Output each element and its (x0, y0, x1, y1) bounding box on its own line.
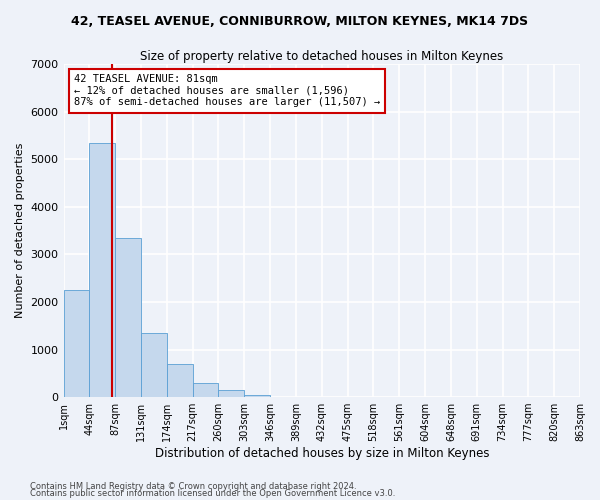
Y-axis label: Number of detached properties: Number of detached properties (15, 143, 25, 318)
Text: 42 TEASEL AVENUE: 81sqm
← 12% of detached houses are smaller (1,596)
87% of semi: 42 TEASEL AVENUE: 81sqm ← 12% of detache… (74, 74, 380, 108)
Bar (244, 394, 270, 397)
Bar (167, 364, 193, 397)
Bar (64, 290, 89, 397)
Text: 42, TEASEL AVENUE, CONNIBURROW, MILTON KEYNES, MK14 7DS: 42, TEASEL AVENUE, CONNIBURROW, MILTON K… (71, 15, 529, 28)
Title: Size of property relative to detached houses in Milton Keynes: Size of property relative to detached ho… (140, 50, 503, 63)
Bar (218, 390, 244, 397)
Text: Contains HM Land Registry data © Crown copyright and database right 2024.: Contains HM Land Registry data © Crown c… (30, 482, 356, 491)
Bar (115, 238, 141, 397)
Bar (89, 142, 115, 397)
Bar (141, 333, 167, 397)
X-axis label: Distribution of detached houses by size in Milton Keynes: Distribution of detached houses by size … (155, 447, 489, 460)
Text: Contains public sector information licensed under the Open Government Licence v3: Contains public sector information licen… (30, 490, 395, 498)
Bar (193, 383, 218, 397)
